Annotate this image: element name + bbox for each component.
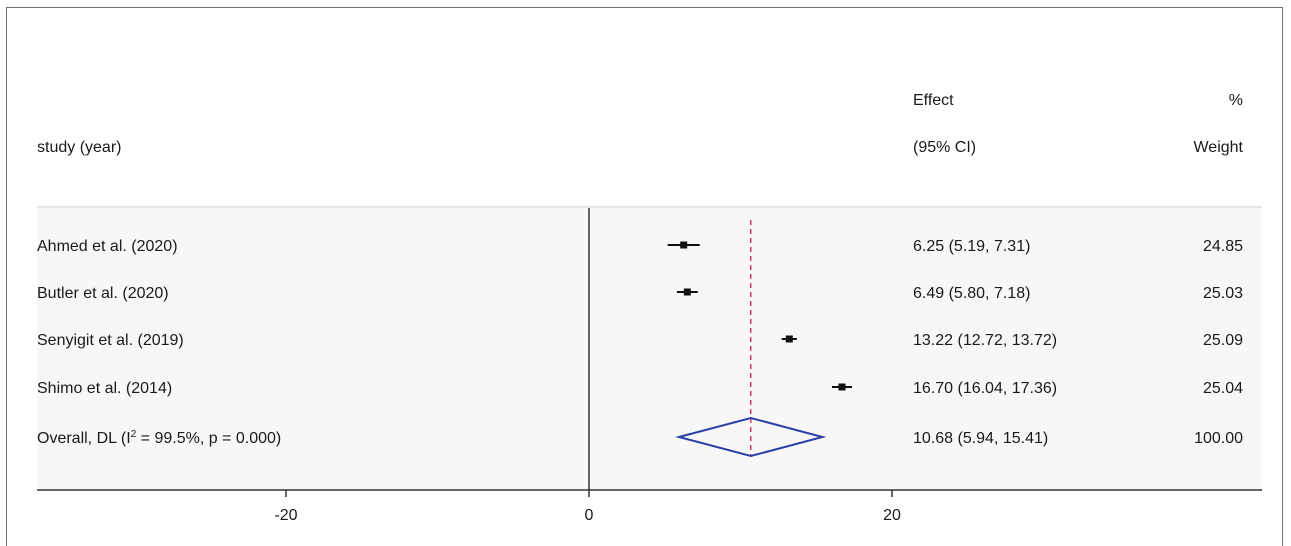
study-point [683, 288, 691, 296]
overall-diamond [675, 416, 827, 458]
study-point [785, 335, 793, 343]
study-weight-text: 24.85 [1203, 238, 1243, 255]
figure-frame: study (year) Effect (95% CI) % Weight Ah… [6, 7, 1283, 546]
study-weight-text: 25.03 [1203, 285, 1243, 302]
header-divider [37, 206, 1262, 208]
x-tick-label: 0 [585, 507, 594, 524]
study-weight-text: 25.04 [1203, 380, 1243, 397]
header-band [37, 50, 1262, 206]
header-effect: Effect [913, 92, 954, 109]
study-label: Senyigit et al. (2019) [37, 332, 184, 349]
plot-marks [588, 208, 853, 490]
study-ci-text: 6.25 (5.19, 7.31) [913, 238, 1030, 255]
study-ci-text: 6.49 (5.80, 7.18) [913, 285, 1030, 302]
overall-weight-text: 100.00 [1194, 430, 1243, 447]
forest-plot: study (year) Effect (95% CI) % Weight Ah… [37, 92, 1262, 524]
study-label: Ahmed et al. (2020) [37, 238, 178, 255]
x-tick-label: 20 [883, 507, 901, 524]
study-weight-text: 25.09 [1203, 332, 1243, 349]
header-ci: (95% CI) [913, 139, 976, 156]
x-tick-label: -20 [274, 507, 297, 524]
study-point [838, 383, 846, 391]
header-study: study (year) [37, 139, 121, 156]
x-axis: -20 0 20 [37, 489, 1262, 524]
header-weight-percent: % [1229, 92, 1243, 109]
study-point [680, 241, 688, 249]
header-weight: Weight [1193, 139, 1243, 156]
study-ci-text: 13.22 (12.72, 13.72) [913, 332, 1057, 349]
study-rows: Ahmed et al. (2020) 6.25 (5.19, 7.31) 24.8… [37, 238, 1243, 447]
overall-label: Overall, DL (I2 = 99.5%, p = 0.000) [37, 429, 281, 447]
overall-ci-text: 10.68 (5.94, 15.41) [913, 430, 1048, 447]
plot-panel: study (year) Effect (95% CI) % Weight Ah… [37, 50, 1262, 524]
study-label: Butler et al. (2020) [37, 285, 169, 302]
study-ci-text: 16.70 (16.04, 17.36) [913, 380, 1057, 397]
study-label: Shimo et al. (2014) [37, 380, 172, 397]
